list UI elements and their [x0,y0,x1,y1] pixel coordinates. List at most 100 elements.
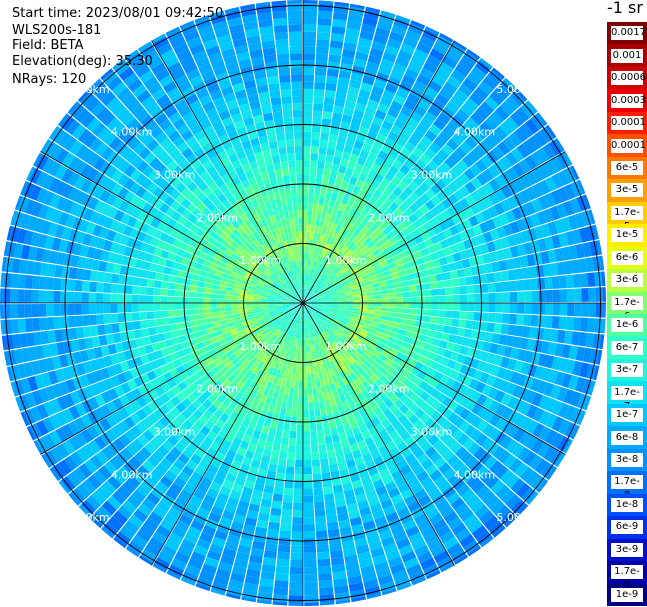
range-gate-cell [213,357,223,366]
range-gate-cell [387,107,400,119]
range-gate-cell [268,247,275,256]
range-gate-cell [55,411,68,427]
range-gate-cell [130,248,140,259]
range-gate-cell [196,191,208,203]
range-gate-cell [109,375,121,388]
range-gate-cell [424,210,435,221]
range-gate-cell [372,314,381,320]
range-gate-cell [262,338,270,346]
range-gate-cell [400,105,413,118]
range-gate-cell [484,116,499,131]
range-gate-cell [239,463,251,473]
range-gate-cell [171,557,187,571]
range-gate-cell [271,285,279,291]
range-gate-cell [98,465,112,480]
range-gate-cell [247,176,257,186]
range-gate-cell [411,244,421,254]
range-gate-cell [189,223,199,234]
range-gate-cell [533,339,543,353]
range-gate-cell [485,218,497,231]
range-gate-cell [337,326,345,333]
range-gate-cell [103,313,112,324]
range-gate-cell [268,292,276,296]
range-gate-cell [294,308,299,315]
range-gate-cell [552,303,561,316]
range-gate-cell [345,231,354,240]
range-gate-cell [537,442,551,458]
range-gate-cell [280,316,288,323]
range-gate-cell [229,443,240,454]
range-gate-cell [314,67,327,76]
range-gate-cell [61,366,73,381]
range-gate-cell [263,233,271,242]
range-gate-cell [351,523,364,534]
range-gate-cell [210,457,222,469]
range-gate-cell [198,346,208,355]
range-gate-cell [530,114,545,130]
ppi-range-gates [0,0,606,606]
range-gate-cell [335,356,342,365]
range-gate-cell [398,328,407,336]
range-gate-cell [139,277,148,287]
range-gate-cell [389,235,399,245]
range-gate-cell [139,311,147,321]
range-gate-cell [376,567,392,579]
range-gate-cell [344,292,353,297]
range-gate-cell [293,268,297,276]
range-gate-cell [423,309,432,316]
range-gate-cell [502,303,511,314]
range-gate-cell [342,228,350,237]
range-gate-cell [42,344,52,358]
range-gate-cell [256,332,265,339]
range-gate-cell [297,297,303,303]
range-gate-cell [475,60,491,75]
range-gate-cell [458,319,467,329]
range-gate-cell [256,180,266,190]
range-gate-cell [260,371,268,380]
range-gate-cell [229,489,242,500]
range-gate-cell [338,362,346,371]
range-gate-cell [360,398,370,408]
range-gate-cell [456,464,470,478]
range-gate-cell [309,304,317,307]
range-gate-cell [32,317,41,332]
range-gate-cell [372,479,385,490]
range-gate-cell [293,488,303,496]
range-gate-cell [67,101,80,115]
range-gate-cell [264,224,271,234]
range-gate-cell [300,338,303,346]
range-gate-cell [210,171,221,182]
range-gate-cell [272,601,288,606]
range-gate-cell [192,207,202,218]
range-gate-cell [368,232,378,241]
range-gate-cell [197,404,208,415]
range-gate-cell [562,200,575,216]
range-gate-cell [322,276,329,283]
range-gate-cell [413,250,423,260]
range-gate-cell [408,358,418,367]
range-gate-cell [343,489,355,499]
range-gate-cell [344,309,353,314]
range-gate-cell [314,310,321,316]
range-gate-cell [334,349,341,357]
range-gate-cell [509,90,526,107]
range-gate-cell [308,316,312,323]
range-gate-cell [438,462,452,475]
range-gate-cell [103,293,111,303]
range-gate-cell [241,320,250,327]
range-gate-cell [241,335,250,342]
range-gate-cell [292,402,298,410]
range-gate-cell [423,238,434,248]
range-gate-cell [341,151,351,161]
range-gate-cell [359,296,368,300]
range-gate-cell [394,287,403,293]
range-gate-cell [237,329,246,336]
range-gate-cell [380,248,390,257]
range-gate-cell [177,453,190,465]
range-gate-cell [203,494,216,506]
range-gate-cell [232,395,241,405]
range-gate-cell [418,380,429,391]
range-gate-cell [229,185,239,196]
range-gate-cell [189,75,204,87]
range-gate-cell [254,151,264,161]
